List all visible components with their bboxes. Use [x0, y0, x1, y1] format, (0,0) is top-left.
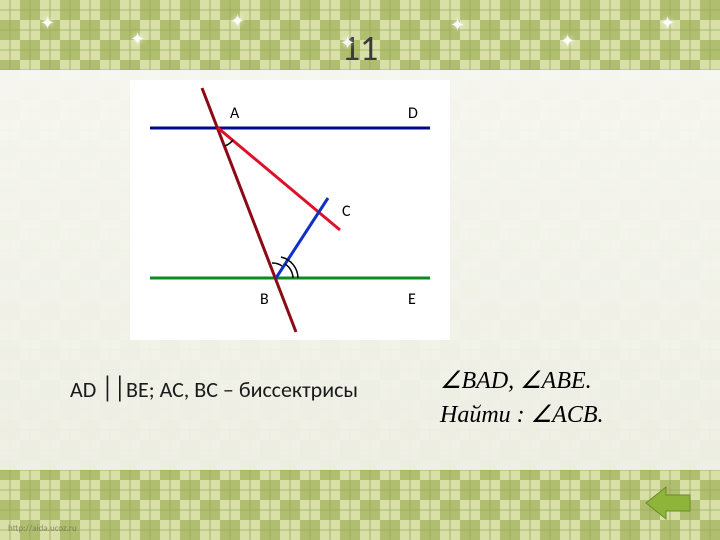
- slide-title: 11: [0, 26, 720, 70]
- sparkle-icon: ✦: [130, 28, 145, 50]
- sparkle-icon: ✦: [660, 12, 675, 34]
- geometry-diagram: A D C B E: [130, 80, 450, 340]
- sparkle-icon: ✦: [450, 14, 465, 36]
- label-A: A: [230, 104, 240, 123]
- sparkle-icon: ✦: [560, 30, 575, 52]
- sparkle-icon: ✦: [40, 12, 55, 34]
- back-arrow-icon: [646, 487, 690, 519]
- sparkle-icon: ✦: [230, 10, 245, 32]
- watermark: http://aida.ucoz.ru: [8, 523, 77, 534]
- label-E: E: [408, 290, 416, 309]
- sparkle-icon: ✦: [340, 32, 355, 54]
- angles-line-2: Найти : ∠ACB.: [440, 399, 604, 433]
- angles-text: ∠BAD, ∠ABE. Найти : ∠ACB.: [440, 365, 604, 432]
- label-D: D: [408, 104, 418, 123]
- label-B: B: [260, 290, 269, 309]
- given-text: AD ׀׀BE; AC, BC – биссектрисы: [70, 376, 358, 403]
- angles-line-1: ∠BAD, ∠ABE.: [440, 365, 604, 399]
- back-button[interactable]: [644, 484, 692, 522]
- label-C: C: [342, 202, 351, 221]
